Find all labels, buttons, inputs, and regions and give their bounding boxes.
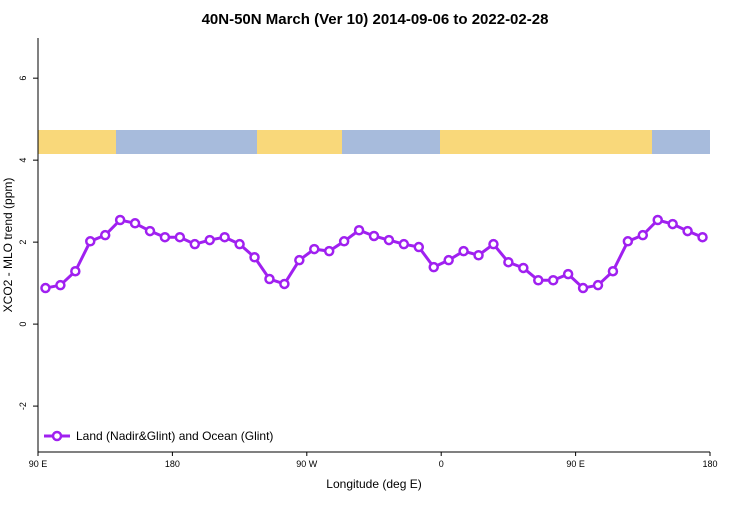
x-tick-label: 0 <box>439 459 444 469</box>
data-point <box>443 254 454 266</box>
data-point <box>219 231 230 243</box>
data-point <box>99 229 111 241</box>
y-tick-label: 4 <box>18 158 28 163</box>
land <box>257 130 342 154</box>
legend-marker <box>51 430 63 442</box>
data-point <box>40 282 51 294</box>
x-tick-label: 90 E <box>29 459 48 469</box>
data-point <box>323 245 335 257</box>
x-tick-label: 180 <box>702 459 717 469</box>
data-point <box>488 238 499 250</box>
x-tick-label: 90 E <box>566 459 585 469</box>
y-tick-label: 2 <box>18 240 28 245</box>
data-point <box>473 249 484 261</box>
data-point <box>428 261 439 273</box>
data-point <box>562 268 574 280</box>
data-point <box>413 241 425 253</box>
x-tick-label: 180 <box>165 459 180 469</box>
data-point <box>667 218 678 230</box>
data-point <box>159 231 171 243</box>
data-point <box>533 275 544 286</box>
data-point <box>279 278 290 290</box>
data-point <box>577 282 589 294</box>
data-point <box>503 256 514 268</box>
data-point <box>144 225 156 237</box>
data-point <box>204 234 215 246</box>
data-point <box>682 225 693 237</box>
data-point <box>697 231 708 243</box>
data-point <box>398 238 410 250</box>
data-point <box>174 231 186 243</box>
data-point <box>249 252 260 263</box>
y-axis-label: XCO2 - MLO trend (ppm) <box>1 178 15 313</box>
data-point <box>592 279 604 291</box>
data-point <box>338 236 350 247</box>
data-point <box>129 218 141 229</box>
data-point <box>234 238 245 250</box>
land <box>38 130 116 154</box>
data-point <box>264 273 275 285</box>
data-point <box>458 245 469 257</box>
data-point <box>114 214 126 226</box>
data-point <box>353 224 365 236</box>
y-tick-label: 0 <box>18 322 28 327</box>
y-tick-label: 6 <box>18 76 28 81</box>
y-tick-label: -2 <box>18 402 28 410</box>
data-point <box>547 275 559 286</box>
data-point <box>309 243 320 255</box>
chart-title: 40N-50N March (Ver 10) 2014-09-06 to 202… <box>202 11 549 28</box>
data-point <box>70 265 81 277</box>
data-point <box>55 279 66 291</box>
data-point <box>189 238 201 250</box>
x-axis-label: Longitude (deg E) <box>326 477 421 491</box>
data-point <box>294 254 305 266</box>
data-point <box>652 214 663 226</box>
data-point <box>518 262 529 274</box>
data-point <box>622 236 634 247</box>
data-point <box>607 265 619 277</box>
data-point <box>368 230 380 242</box>
data-point <box>637 229 649 241</box>
legend-label: Land (Nadir&Glint) and Ocean (Glint) <box>76 429 273 443</box>
data-point <box>383 234 395 246</box>
land <box>440 130 652 154</box>
map-strip <box>38 130 710 154</box>
x-tick-label: 90 W <box>296 459 318 469</box>
data-point <box>85 236 96 247</box>
